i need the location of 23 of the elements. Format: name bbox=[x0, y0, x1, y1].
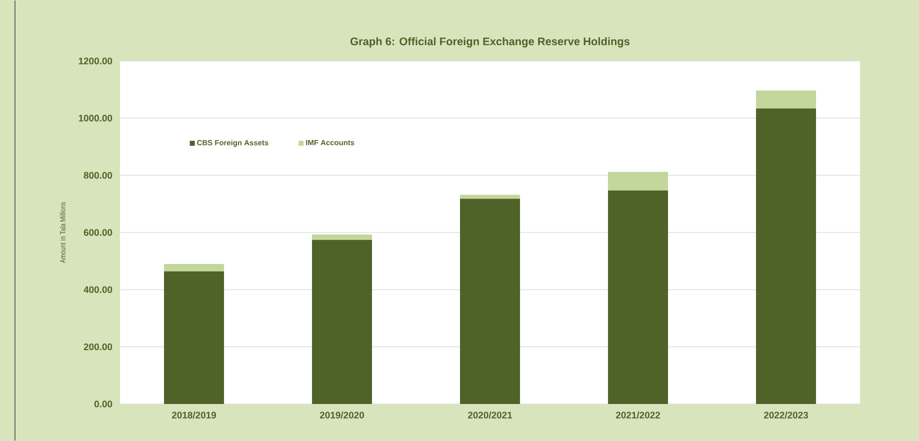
y-tick-label: 200.00 bbox=[84, 343, 112, 350]
bar bbox=[756, 108, 816, 404]
y-tick-label: 600.00 bbox=[84, 229, 112, 236]
bar bbox=[608, 172, 668, 190]
x-tick-label: 2019/2020 bbox=[320, 412, 364, 419]
y-tick-label: 800.00 bbox=[84, 172, 112, 179]
x-tick-label: 2018/2019 bbox=[172, 412, 216, 419]
y-tick-label: 1200.00 bbox=[78, 58, 112, 64]
bar bbox=[164, 271, 224, 404]
bar bbox=[460, 198, 520, 404]
bar bbox=[608, 190, 668, 404]
x-tick-label: 2022/2023 bbox=[764, 412, 808, 419]
chart-title: Graph 6: Official Foreign Exchange Reserve Holdings bbox=[350, 37, 630, 48]
x-tick-label: 2021/2022 bbox=[616, 412, 660, 419]
bar bbox=[756, 90, 816, 108]
x-tick-label: 2020/2021 bbox=[468, 412, 512, 419]
bar bbox=[312, 234, 372, 240]
bar bbox=[460, 194, 520, 199]
bar bbox=[164, 264, 224, 272]
y-tick-label: 400.00 bbox=[84, 286, 112, 294]
bar bbox=[312, 240, 372, 404]
y-tick-label: 0.00 bbox=[94, 400, 112, 408]
y-tick-label: 1000.00 bbox=[78, 114, 112, 122]
